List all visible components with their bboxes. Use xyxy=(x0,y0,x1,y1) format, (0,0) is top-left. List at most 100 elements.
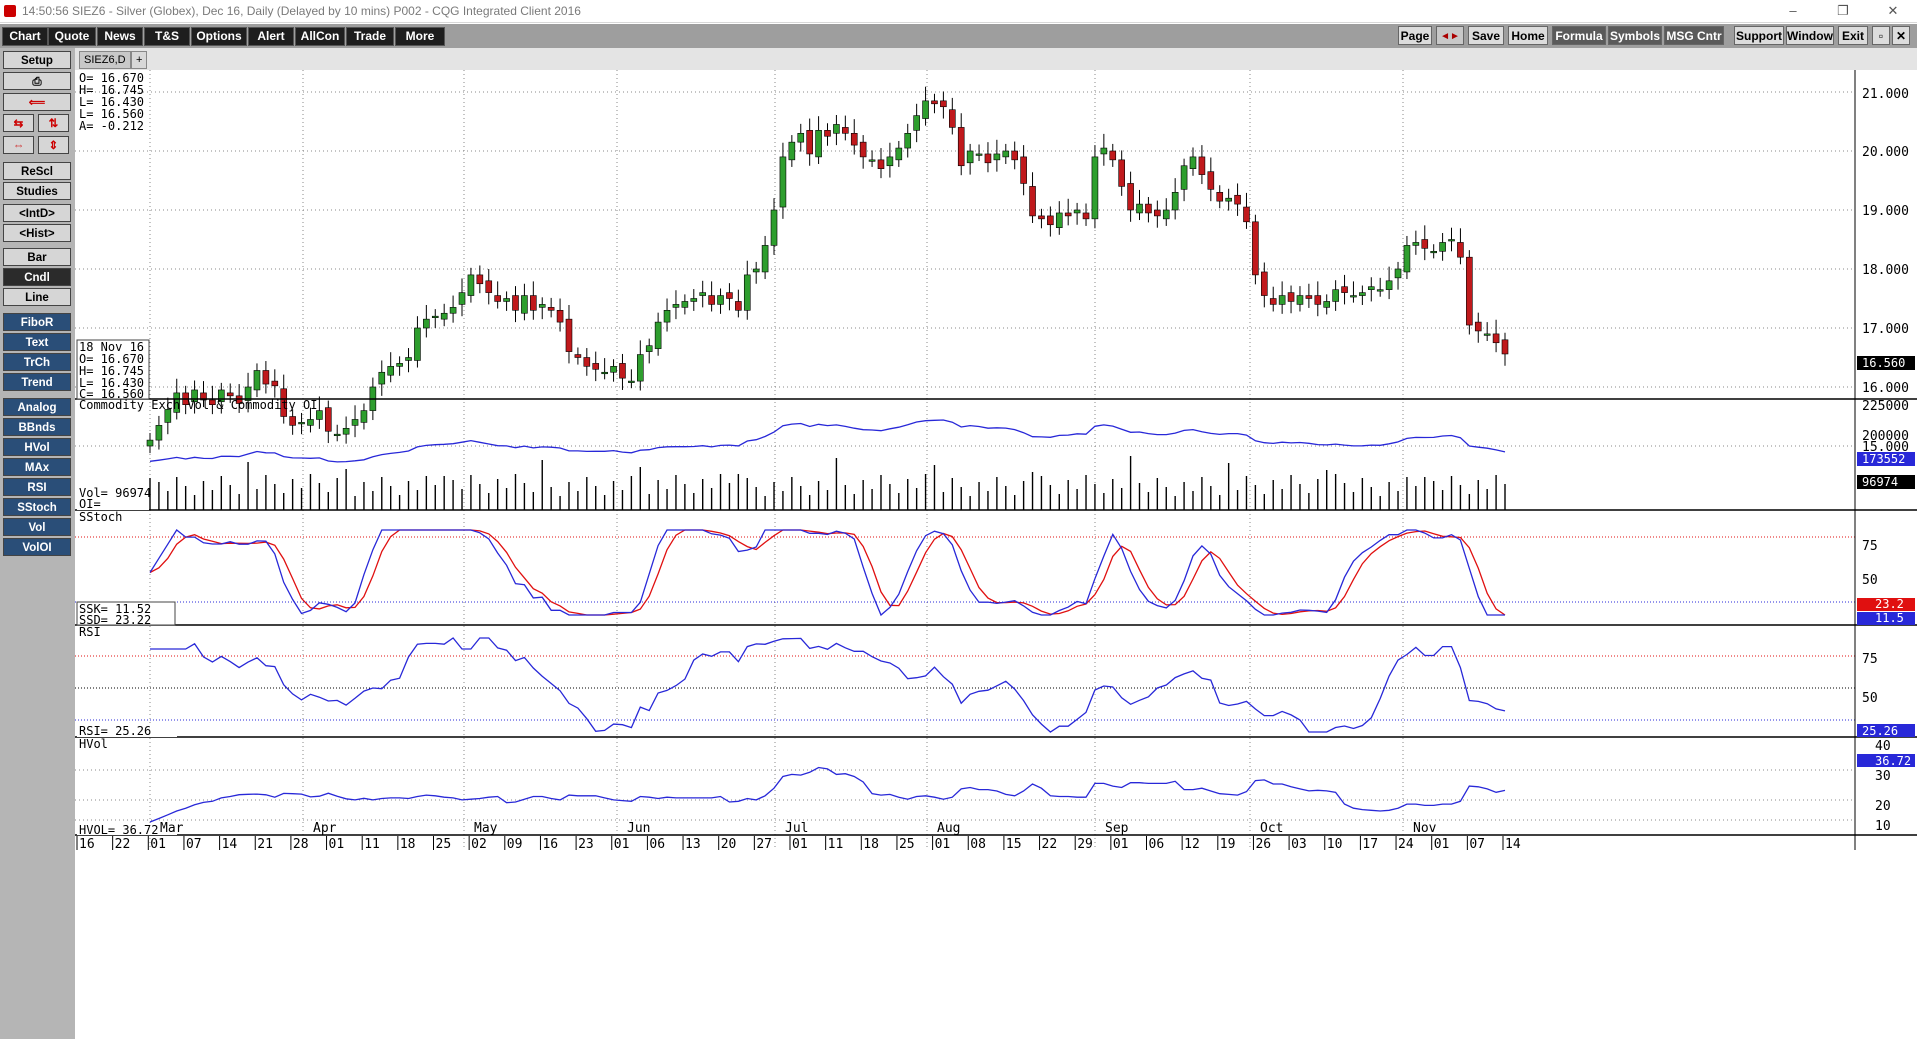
menu-options[interactable]: Options xyxy=(191,27,247,46)
page-arrows-button[interactable]: ◄► xyxy=(1436,26,1464,45)
left-toolbar: Setup ⎙ ⟸ ⇆ ⇅ ⇔ ⇕ ReScl Studies <IntD> <… xyxy=(0,48,75,1039)
menu-quote[interactable]: Quote xyxy=(48,27,96,46)
bar-button[interactable]: Bar xyxy=(3,248,71,266)
month-label: Oct xyxy=(1260,821,1283,836)
max-button[interactable]: MAx xyxy=(3,458,71,476)
tab-siez6[interactable]: SIEZ6,D xyxy=(79,51,131,69)
scroll-right-icon[interactable]: ⇕ xyxy=(38,136,69,154)
candle-body xyxy=(1430,251,1437,254)
hvol-tick: 30 xyxy=(1875,769,1891,784)
candle-body xyxy=(316,410,323,420)
restore-icon[interactable]: ▫ xyxy=(1872,26,1890,45)
price-tick: 15.000 xyxy=(1862,440,1909,455)
date-tick: 14 xyxy=(1505,837,1521,852)
menu-chart[interactable]: Chart xyxy=(2,27,48,46)
fibor-button[interactable]: FiboR xyxy=(3,313,71,331)
candle-body xyxy=(779,156,787,208)
app-icon xyxy=(4,5,16,17)
clear-icon[interactable]: ⟸ xyxy=(3,93,71,111)
date-tick: 16 xyxy=(542,837,558,852)
maximize-button[interactable]: ❐ xyxy=(1837,3,1849,18)
candle-body xyxy=(957,127,965,167)
hvol-tick: 10 xyxy=(1875,819,1891,834)
symbols-button[interactable]: Symbols xyxy=(1608,26,1662,45)
candle-body xyxy=(574,354,582,358)
candle-body xyxy=(761,245,769,273)
date-tick: 07 xyxy=(1469,837,1485,852)
menu-allcon[interactable]: AllCon xyxy=(295,27,345,46)
date-tick: 15 xyxy=(1006,837,1022,852)
menu-ts[interactable]: T&S xyxy=(144,27,190,46)
date-tick: 01 xyxy=(935,837,951,852)
candle-body xyxy=(1466,256,1473,326)
print-icon[interactable]: ⎙ xyxy=(3,72,71,90)
close-button[interactable]: ✕ xyxy=(1887,3,1899,18)
candle-body xyxy=(1269,298,1277,305)
date-tick: 06 xyxy=(1149,837,1165,852)
formula-button[interactable]: Formula xyxy=(1552,26,1606,45)
trend-button[interactable]: Trend xyxy=(3,373,71,391)
hvol-panel-title: HVol xyxy=(79,737,108,751)
hist-button[interactable]: <Hist> xyxy=(3,224,71,242)
msg-cntr-button[interactable]: MSG Cntr xyxy=(1664,26,1724,45)
window-button[interactable]: Window xyxy=(1786,26,1834,45)
date-tick: 08 xyxy=(970,837,986,852)
candle-body xyxy=(1376,289,1384,292)
trch-button[interactable]: TrCh xyxy=(3,353,71,371)
ssd-marker xyxy=(1857,598,1915,611)
menu-trade[interactable]: Trade xyxy=(346,27,394,46)
hvol-button[interactable]: HVol xyxy=(3,438,71,456)
candle-body xyxy=(681,301,689,308)
menu-news[interactable]: News xyxy=(97,27,143,46)
candle-body xyxy=(1127,183,1134,211)
candle-body xyxy=(1296,295,1304,305)
price-tick: 20.000 xyxy=(1862,145,1909,160)
zoom-in-icon[interactable]: ⇆ xyxy=(3,114,34,132)
zoom-out-icon[interactable]: ⇅ xyxy=(38,114,69,132)
studies-button[interactable]: Studies xyxy=(3,182,71,200)
date-tick: 19 xyxy=(1220,837,1236,852)
candle-body xyxy=(752,268,760,273)
candle-body xyxy=(1154,209,1161,217)
candle-body xyxy=(351,419,359,426)
candle-body xyxy=(868,159,876,162)
bbnds-button[interactable]: BBnds xyxy=(3,418,71,436)
rsi-readout: RSI= 25.26 xyxy=(79,724,151,738)
close-small-icon[interactable]: ✕ xyxy=(1892,26,1910,45)
voloi-button[interactable]: VolOI xyxy=(3,538,71,556)
add-tab-button[interactable]: + xyxy=(131,51,148,69)
home-button[interactable]: Home xyxy=(1508,26,1548,45)
exit-button[interactable]: Exit xyxy=(1838,26,1868,45)
page-button[interactable]: Page xyxy=(1398,26,1432,45)
candle-body xyxy=(1287,292,1295,302)
candle-body xyxy=(164,409,172,423)
ohlc-low: L= 16.430 xyxy=(79,95,144,109)
vol-button[interactable]: Vol xyxy=(3,518,71,536)
line-button[interactable]: Line xyxy=(3,288,71,306)
candle-body xyxy=(601,371,608,375)
support-button[interactable]: Support xyxy=(1734,26,1784,45)
candle-body xyxy=(850,132,858,146)
candle-body xyxy=(815,130,822,158)
save-button[interactable]: Save xyxy=(1468,26,1504,45)
candle-body xyxy=(913,115,920,131)
scroll-left-icon[interactable]: ⇔ xyxy=(3,136,34,154)
candle-body xyxy=(833,124,840,134)
sstoch-button[interactable]: SStoch xyxy=(3,498,71,516)
rescale-button[interactable]: ReScl xyxy=(3,162,71,180)
hvol-tick: 40 xyxy=(1875,739,1891,754)
month-label: Jul xyxy=(785,821,808,836)
rsi-button[interactable]: RSI xyxy=(3,478,71,496)
intd-button[interactable]: <IntD> xyxy=(3,204,71,222)
chart-area[interactable]: O= 16.670 H= 16.745 L= 16.430 L= 16.560 … xyxy=(75,70,1917,1039)
candle-body xyxy=(922,100,929,119)
cndl-button[interactable]: Cndl xyxy=(3,268,71,286)
minimize-button[interactable]: – xyxy=(1789,3,1797,18)
chart-svg[interactable]: O= 16.670 H= 16.745 L= 16.430 L= 16.560 … xyxy=(75,70,1917,1039)
analog-button[interactable]: Analog xyxy=(3,398,71,416)
menu-more[interactable]: More xyxy=(395,27,445,46)
menu-alert[interactable]: Alert xyxy=(248,27,294,46)
text-button[interactable]: Text xyxy=(3,333,71,351)
window-title: 14:50:56 SIEZ6 - Silver (Globex), Dec 16… xyxy=(22,4,581,18)
setup-button[interactable]: Setup xyxy=(3,51,71,69)
